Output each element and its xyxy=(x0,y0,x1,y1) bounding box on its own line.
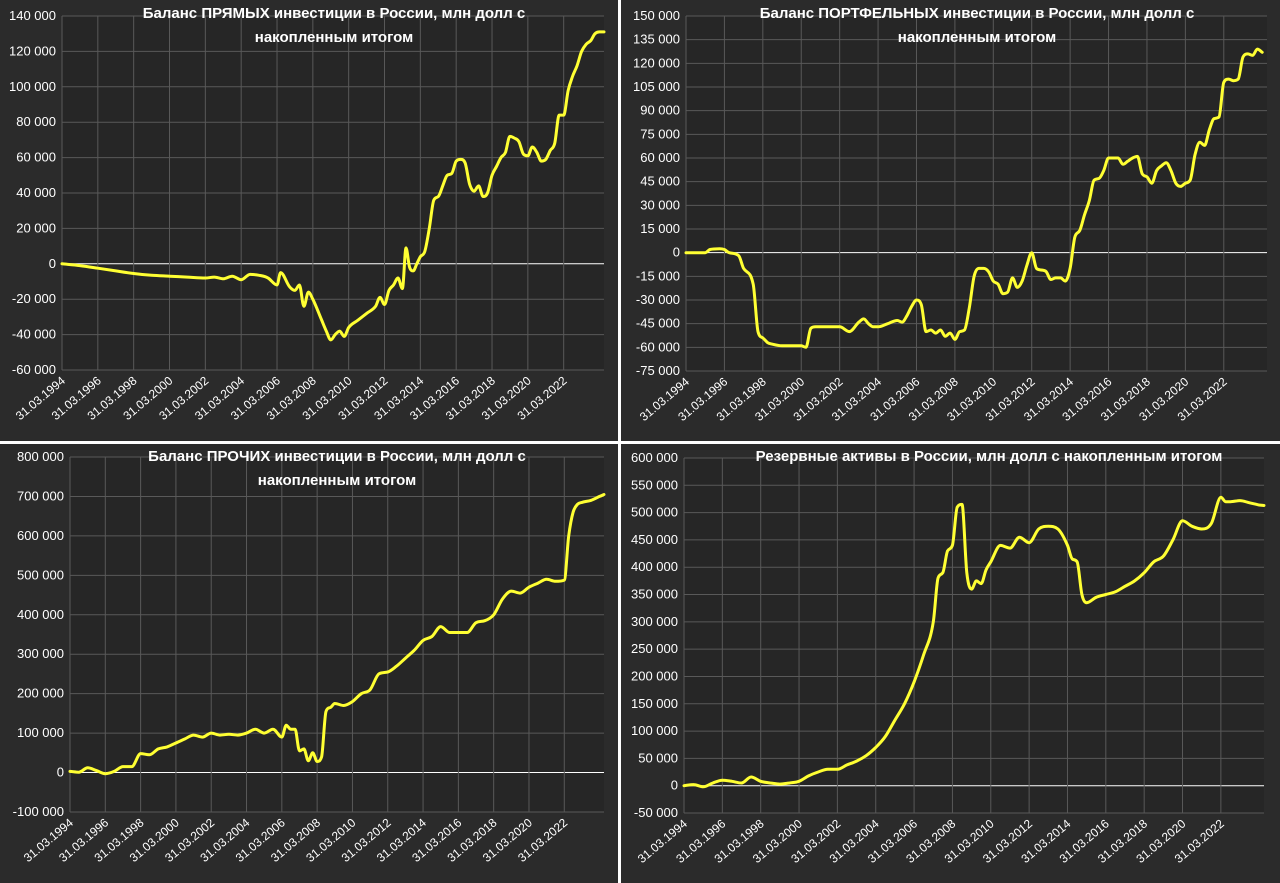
series-line xyxy=(684,47,1264,349)
y-tick-label: 100 000 xyxy=(17,725,64,740)
y-tick-label: 400 000 xyxy=(631,559,678,574)
y-tick-label: 0 xyxy=(671,778,678,793)
series-line xyxy=(68,493,606,776)
y-tick-label: -15 000 xyxy=(636,268,680,283)
y-tick-label: -75 000 xyxy=(636,363,680,378)
y-tick-label: 140 000 xyxy=(9,8,56,23)
y-tick-label: 30 000 xyxy=(640,197,680,212)
chart-direct-investment: -60 000 -40 000 -20 000 0 20 000 40 000 60 000… xyxy=(0,0,618,441)
y-tick-label: 20 000 xyxy=(16,220,56,235)
chart-direct-svg: -60 000 -40 000 -20 000 0 20 000 40 000 60 000… xyxy=(9,5,606,423)
plot-area xyxy=(686,16,1267,371)
y-tick-label: 100 000 xyxy=(631,723,678,738)
chart-title-line: Баланс ПРЯМЫХ инвестиции в России, млн д… xyxy=(143,5,525,22)
chart-portfolio-svg: -75 000 -60 000 -45 000 -30 000 -15 000 0 15 0… xyxy=(633,5,1267,424)
y-tick-label: 250 000 xyxy=(631,641,678,656)
y-tick-label: 150 000 xyxy=(633,8,680,23)
y-tick-label: 600 000 xyxy=(17,528,64,543)
y-tick-label: 0 xyxy=(49,256,56,271)
chart-title-line: Резервные активы в России, млн долл с на… xyxy=(756,448,1223,465)
y-tick-label: 450 000 xyxy=(631,532,678,547)
y-tick-label: 300 000 xyxy=(17,646,64,661)
series-line xyxy=(682,495,1266,789)
y-tick-label: -45 000 xyxy=(636,316,680,331)
y-tick-label: 15 000 xyxy=(640,221,680,236)
y-tick-label: 350 000 xyxy=(631,587,678,602)
y-tick-label: 600 000 xyxy=(631,450,678,465)
chart-title-line: накопленным итогом xyxy=(255,29,413,46)
chart-reserve-assets: -50 000 0 50 000 100 000 150 000 200 000 250 0… xyxy=(621,444,1280,883)
y-tick-label: 60 000 xyxy=(640,150,680,165)
y-tick-label: 0 xyxy=(673,245,680,260)
y-tick-label: 40 000 xyxy=(16,185,56,200)
y-tick-label: 200 000 xyxy=(17,686,64,701)
y-tick-label: 500 000 xyxy=(631,505,678,520)
y-tick-label: 300 000 xyxy=(631,614,678,629)
y-tick-label: 150 000 xyxy=(631,696,678,711)
y-tick-label: 700 000 xyxy=(17,488,64,503)
y-tick-label: 200 000 xyxy=(631,668,678,683)
y-tick-label: 50 000 xyxy=(638,750,678,765)
plot-area xyxy=(684,458,1264,813)
y-tick-label: -100 000 xyxy=(13,804,64,819)
y-tick-label: -50 000 xyxy=(634,805,678,820)
chart-reserves-svg: -50 000 0 50 000 100 000 150 000 200 000 250 0… xyxy=(631,448,1266,866)
y-tick-label: 75 000 xyxy=(640,126,680,141)
y-tick-label: -60 000 xyxy=(636,339,680,354)
chart-other-investment: -100 000 0 100 000 200 000 300 000 400 000 500… xyxy=(0,444,618,883)
y-tick-label: 800 000 xyxy=(17,449,64,464)
chart-title-line: накопленным итогом xyxy=(898,29,1056,46)
plot-area xyxy=(70,457,604,812)
y-tick-label: 400 000 xyxy=(17,607,64,622)
y-tick-label: -60 000 xyxy=(12,362,56,377)
chart-title-line: накопленным итогом xyxy=(258,472,416,489)
chart-title-line: Баланс ПРОЧИХ инвестиции в России, млн д… xyxy=(148,448,526,465)
chart-portfolio-investment: -75 000 -60 000 -45 000 -30 000 -15 000 0 15 0… xyxy=(621,0,1280,441)
y-tick-label: 105 000 xyxy=(633,79,680,94)
y-tick-label: 45 000 xyxy=(640,174,680,189)
y-tick-label: 120 000 xyxy=(9,43,56,58)
y-tick-label: 100 000 xyxy=(9,79,56,94)
y-tick-label: -40 000 xyxy=(12,327,56,342)
y-tick-label: 135 000 xyxy=(633,32,680,47)
y-tick-label: 0 xyxy=(57,765,64,780)
y-tick-label: 60 000 xyxy=(16,150,56,165)
y-tick-label: 90 000 xyxy=(640,103,680,118)
series-line xyxy=(60,30,606,342)
y-tick-label: -30 000 xyxy=(636,292,680,307)
y-tick-label: 120 000 xyxy=(633,55,680,70)
y-tick-label: 500 000 xyxy=(17,567,64,582)
y-tick-label: 80 000 xyxy=(16,114,56,129)
y-tick-label: 550 000 xyxy=(631,477,678,492)
chart-other-svg: -100 000 0 100 000 200 000 300 000 400 000 500… xyxy=(13,448,606,865)
y-tick-label: -20 000 xyxy=(12,291,56,306)
chart-title-line: Баланс ПОРТФЕЛЬНЫХ инвестиции в России, … xyxy=(760,5,1195,22)
